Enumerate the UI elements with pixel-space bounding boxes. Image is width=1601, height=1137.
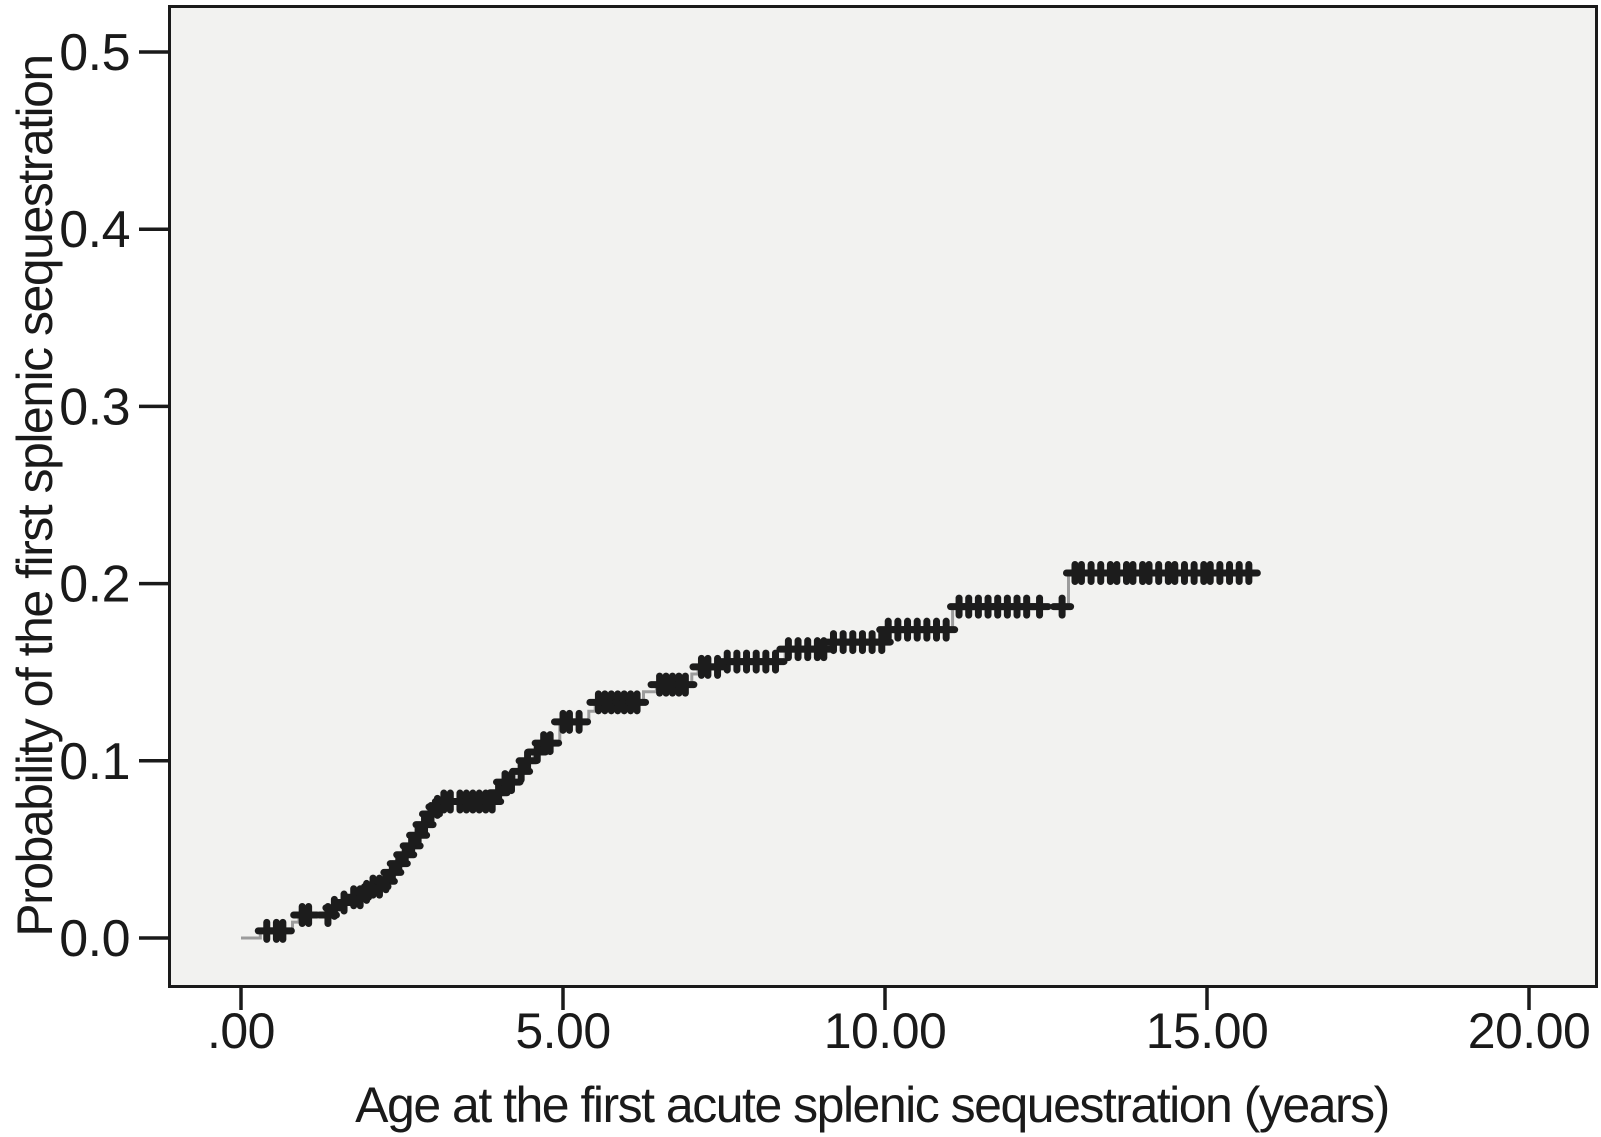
plot-frame <box>168 5 1598 988</box>
x-axis-title: Age at the first acute splenic sequestra… <box>355 1077 1389 1133</box>
plot-area <box>168 5 1598 988</box>
plus-censor-mark <box>763 649 788 674</box>
plus-censor-mark <box>1027 594 1052 619</box>
y-tick-label: 0.5 <box>59 24 130 82</box>
plus-censor-mark <box>1236 560 1261 585</box>
axis-ticks: 0.0 0.1 0.2 0.3 0.4 0.5 .00 5.00 10.00 15.00 20.00 <box>59 24 1591 1059</box>
y-tick-label: 0.4 <box>59 201 130 259</box>
x-tick-label: 5.00 <box>515 1003 610 1059</box>
plus-censor-mark <box>538 731 563 756</box>
x-tick-label: 20.00 <box>1468 1003 1591 1059</box>
plus-censor-mark <box>869 630 894 655</box>
plus-censor-mark <box>673 672 698 697</box>
x-tick-label: 10.00 <box>824 1003 947 1059</box>
plus-censor-mark <box>567 709 592 734</box>
plus-censor-mark <box>625 690 650 715</box>
y-tick-label: 0.1 <box>59 733 130 791</box>
plus-censor-mark <box>499 770 524 795</box>
plus-censor-mark <box>270 918 295 943</box>
y-tick-label: 0.2 <box>59 556 130 614</box>
y-tick-label: 0.3 <box>59 378 130 436</box>
plus-censor-mark <box>934 617 959 642</box>
censor-marks <box>254 560 1261 943</box>
x-tick-label: .00 <box>207 1003 275 1059</box>
y-tick-label: 0.0 <box>59 910 130 968</box>
plus-censor-mark <box>1050 594 1075 619</box>
y-axis-title: Probability of the first splenic sequest… <box>7 55 63 937</box>
x-tick-label: 15.00 <box>1146 1003 1269 1059</box>
plus-censor-mark <box>296 902 321 927</box>
